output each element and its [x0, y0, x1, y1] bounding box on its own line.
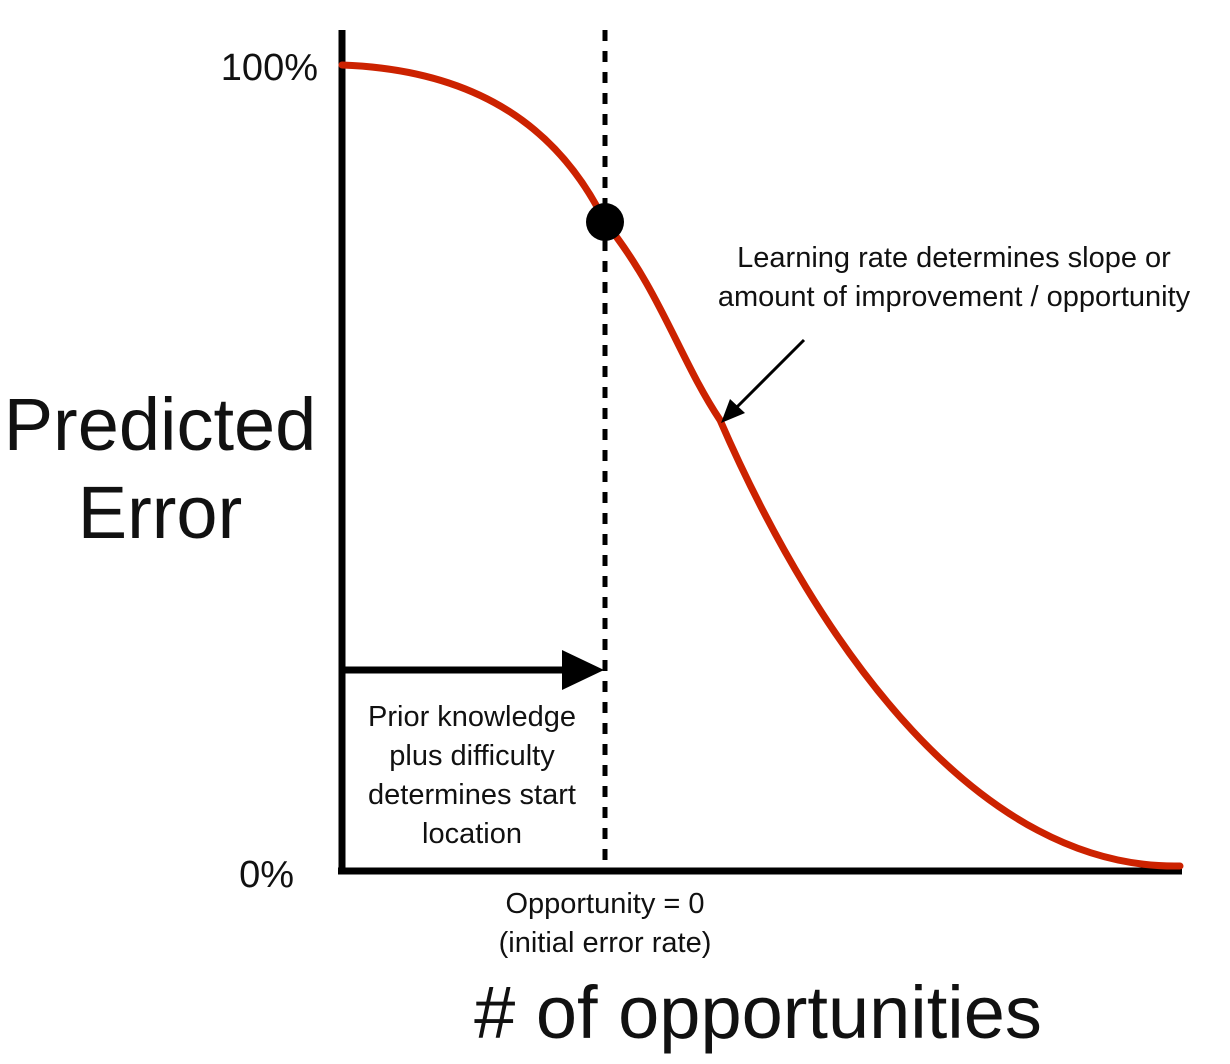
y-tick-top: 100% — [221, 47, 318, 89]
learning-rate-arrow-head — [721, 399, 745, 423]
y-tick-bottom: 0% — [239, 854, 294, 896]
prior-knowledge-arrow-head — [562, 650, 604, 690]
prior-knowledge-note-line-1: Prior knowledge — [368, 701, 576, 733]
x-axis-title: # of opportunities — [474, 971, 1042, 1054]
y-axis-title-line-2: Error — [78, 471, 242, 554]
learning-rate-arrow — [726, 338, 806, 418]
prior-knowledge-note-line-2: plus difficulty — [389, 740, 555, 772]
learning-curve — [338, 61, 1184, 870]
learning-rate-note-line-2: amount of improvement / opportunity — [718, 281, 1191, 313]
start-point-dot — [586, 203, 624, 241]
prior-knowledge-note-line-3: determines start — [368, 779, 576, 811]
y-axis-title-line-1: Predicted — [4, 383, 317, 466]
start-marker-label-line-1: Opportunity = 0 — [505, 888, 704, 920]
learning-rate-note-line-1: Learning rate determines slope or — [737, 242, 1171, 274]
prior-knowledge-note-line-4: location — [422, 818, 522, 850]
start-marker-label-line-2: (initial error rate) — [499, 927, 712, 959]
